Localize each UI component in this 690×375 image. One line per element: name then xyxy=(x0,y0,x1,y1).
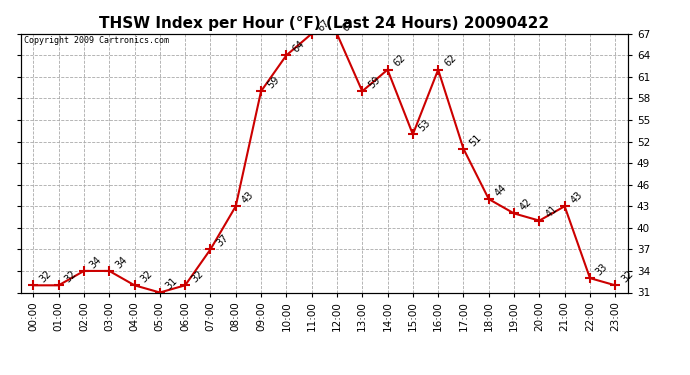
Text: 43: 43 xyxy=(240,190,256,206)
Text: 34: 34 xyxy=(88,254,104,270)
Text: 59: 59 xyxy=(265,75,281,90)
Text: Copyright 2009 Cartronics.com: Copyright 2009 Cartronics.com xyxy=(23,36,169,45)
Text: 62: 62 xyxy=(442,53,458,69)
Text: 62: 62 xyxy=(392,53,408,69)
Text: 31: 31 xyxy=(164,276,180,292)
Text: 42: 42 xyxy=(518,197,534,213)
Title: THSW Index per Hour (°F) (Last 24 Hours) 20090422: THSW Index per Hour (°F) (Last 24 Hours)… xyxy=(99,16,549,31)
Text: 32: 32 xyxy=(620,269,635,285)
Text: 32: 32 xyxy=(189,269,205,285)
Text: 33: 33 xyxy=(594,262,610,278)
Text: 32: 32 xyxy=(63,269,79,285)
Text: 43: 43 xyxy=(569,190,584,206)
Text: 53: 53 xyxy=(417,118,433,134)
Text: 67: 67 xyxy=(316,17,332,33)
Text: 32: 32 xyxy=(139,269,155,285)
Text: 59: 59 xyxy=(366,75,382,90)
Text: 64: 64 xyxy=(290,39,306,54)
Text: 41: 41 xyxy=(544,204,560,220)
Text: 37: 37 xyxy=(215,233,230,249)
Text: 32: 32 xyxy=(37,269,53,285)
Text: 34: 34 xyxy=(113,254,129,270)
Text: 51: 51 xyxy=(468,132,484,148)
Text: 44: 44 xyxy=(493,183,509,198)
Text: 67: 67 xyxy=(341,17,357,33)
